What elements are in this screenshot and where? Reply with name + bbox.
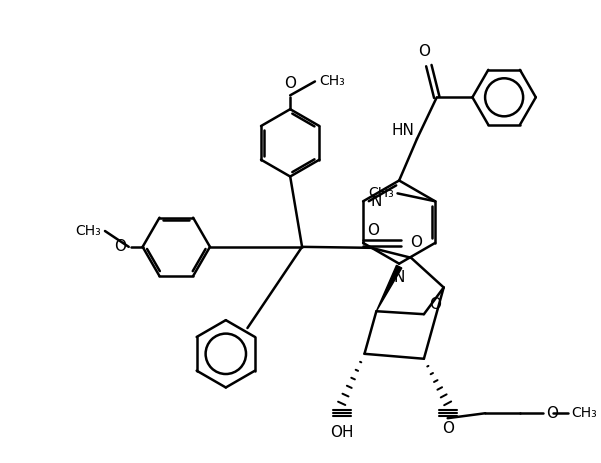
Text: CH₃: CH₃ (368, 187, 394, 200)
Text: N: N (394, 269, 405, 285)
Text: O: O (367, 223, 379, 238)
Text: O: O (284, 76, 296, 91)
Text: O: O (114, 239, 126, 254)
Text: CH₃: CH₃ (319, 75, 344, 88)
Text: CH₃: CH₃ (75, 224, 101, 238)
Text: N: N (370, 194, 382, 209)
Text: O: O (429, 297, 441, 312)
Text: O: O (442, 421, 454, 436)
Text: O: O (410, 235, 422, 250)
Text: CH₃: CH₃ (572, 406, 597, 420)
Text: HN: HN (391, 123, 414, 138)
Text: OH: OH (330, 425, 353, 440)
Text: O: O (546, 406, 558, 421)
Text: O: O (418, 44, 430, 59)
Polygon shape (376, 265, 402, 311)
